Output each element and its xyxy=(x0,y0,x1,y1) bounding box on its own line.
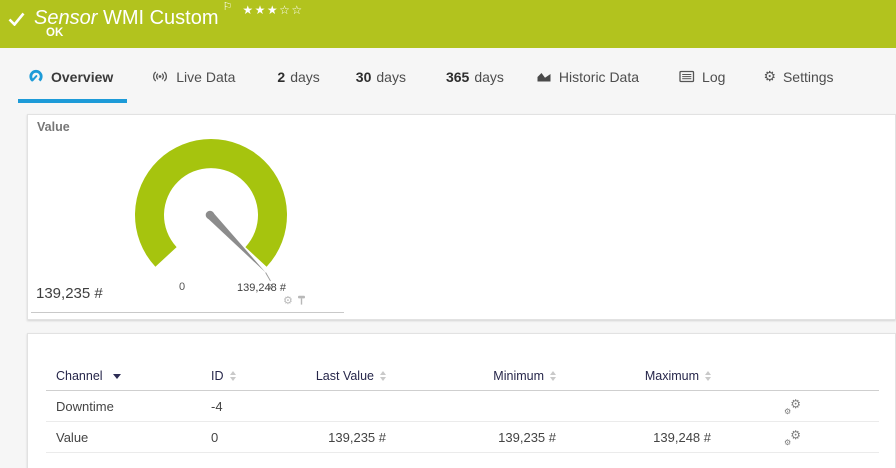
column-header-id[interactable]: ID xyxy=(211,369,291,383)
sensor-name: WMI Custom xyxy=(102,7,219,29)
tab-365-days[interactable]: 365 days xyxy=(446,48,504,105)
area-chart-icon xyxy=(536,70,552,83)
table-header-row: Channel ID Last Value Minimum Maximum xyxy=(46,362,879,391)
table-row-downtime[interactable]: Downtime -4 ⚙ ⚙ xyxy=(46,391,879,422)
tab-30-days-number: 30 xyxy=(355,68,372,85)
gauge-needle xyxy=(207,212,266,273)
tab-2-days[interactable]: 2 days xyxy=(277,48,319,105)
tab-30-days[interactable]: 30 days xyxy=(356,48,406,105)
channel-id: 0 xyxy=(211,429,219,445)
status-badge: OK xyxy=(46,27,64,39)
sort-desc-icon xyxy=(112,373,121,379)
column-header-maximum[interactable]: Maximum xyxy=(556,369,711,383)
tab-bar: Overview Live Data 2 days 30 days 365 da… xyxy=(0,48,896,105)
ok-check-icon xyxy=(8,12,25,26)
broadcast-icon xyxy=(151,70,169,83)
tab-settings-label: Settings xyxy=(782,68,834,85)
tab-historic-data[interactable]: Historic Data xyxy=(536,48,639,105)
tab-30-days-label: days xyxy=(376,68,406,85)
channel-settings-icon[interactable]: ⚙ ⚙ xyxy=(784,427,801,447)
gauge-channel-title: Value xyxy=(37,120,70,134)
tab-overview[interactable]: Overview xyxy=(17,48,128,105)
gauge-current-value: 139,235 # xyxy=(36,285,103,302)
stars-filled[interactable]: ★★★ xyxy=(242,3,280,17)
channel-maximum: 139,248 # xyxy=(653,429,711,445)
pin-icon[interactable] xyxy=(297,295,306,306)
page-title: Sensor WMI Custom xyxy=(34,7,219,29)
tab-log-label: Log xyxy=(702,68,726,85)
log-icon xyxy=(679,70,695,83)
column-header-minimum[interactable]: Minimum xyxy=(386,369,556,383)
channel-settings-icon[interactable]: ⚙ ⚙ xyxy=(784,396,801,416)
sort-toggle-icon xyxy=(705,371,711,381)
gauge-settings-gear-icon[interactable]: ⚙ xyxy=(283,294,293,307)
gauge-widget-tools: ⚙ xyxy=(283,295,306,306)
tab-settings[interactable]: ⚙ Settings xyxy=(763,48,833,105)
sensor-status-header: Sensor WMI Custom ⚐ ★★★☆☆ OK xyxy=(0,0,896,48)
channel-name: Value xyxy=(56,429,89,445)
channel-last-value: 139,235 # xyxy=(328,429,386,445)
tab-historic-data-label: Historic Data xyxy=(558,68,640,85)
object-kind-label: Sensor xyxy=(34,7,98,29)
tab-log[interactable]: Log xyxy=(679,48,725,105)
tab-365-days-number: 365 xyxy=(445,68,470,85)
stars-empty[interactable]: ☆☆ xyxy=(279,3,304,17)
tab-2-days-label: days xyxy=(290,68,320,85)
sort-toggle-icon xyxy=(550,371,556,381)
gauge-widget-divider xyxy=(31,312,344,313)
tab-365-days-label: days xyxy=(474,68,504,85)
overview-gauge-panel: Value x̄ 139,235 # 0 139,248 # ⚙ xyxy=(27,114,896,320)
tab-overview-label: Overview xyxy=(51,68,114,85)
channel-table-panel: Channel ID Last Value Minimum Maximum xyxy=(27,333,896,468)
channel-minimum: 139,235 # xyxy=(498,429,556,445)
gauge-arc xyxy=(135,138,287,267)
priority-stars[interactable]: ★★★☆☆ xyxy=(242,3,303,17)
sort-toggle-icon xyxy=(229,371,236,381)
table-row-value[interactable]: Value 0 139,235 # 139,235 # 139,248 # ⚙ ⚙ xyxy=(46,422,879,453)
needle-marker: x̄ xyxy=(268,282,273,292)
priority-flag-icon[interactable]: ⚐ xyxy=(222,0,233,13)
tab-live-data-label: Live Data xyxy=(176,68,236,85)
gauge-icon xyxy=(28,69,44,84)
tab-2-days-number: 2 xyxy=(277,68,286,85)
gauge-scale-max: 139,248 # xyxy=(237,282,286,294)
channel-name: Downtime xyxy=(56,398,114,414)
column-header-channel[interactable]: Channel xyxy=(46,369,211,383)
sort-toggle-icon xyxy=(380,371,386,381)
column-header-last-value[interactable]: Last Value xyxy=(291,369,386,383)
tab-live-data[interactable]: Live Data xyxy=(151,48,235,105)
value-gauge[interactable]: x̄ xyxy=(28,115,896,321)
channel-id: -4 xyxy=(211,398,223,414)
channel-table: Channel ID Last Value Minimum Maximum xyxy=(46,362,879,453)
gauge-scale-min: 0 xyxy=(179,281,186,293)
gear-icon: ⚙ xyxy=(763,68,776,85)
